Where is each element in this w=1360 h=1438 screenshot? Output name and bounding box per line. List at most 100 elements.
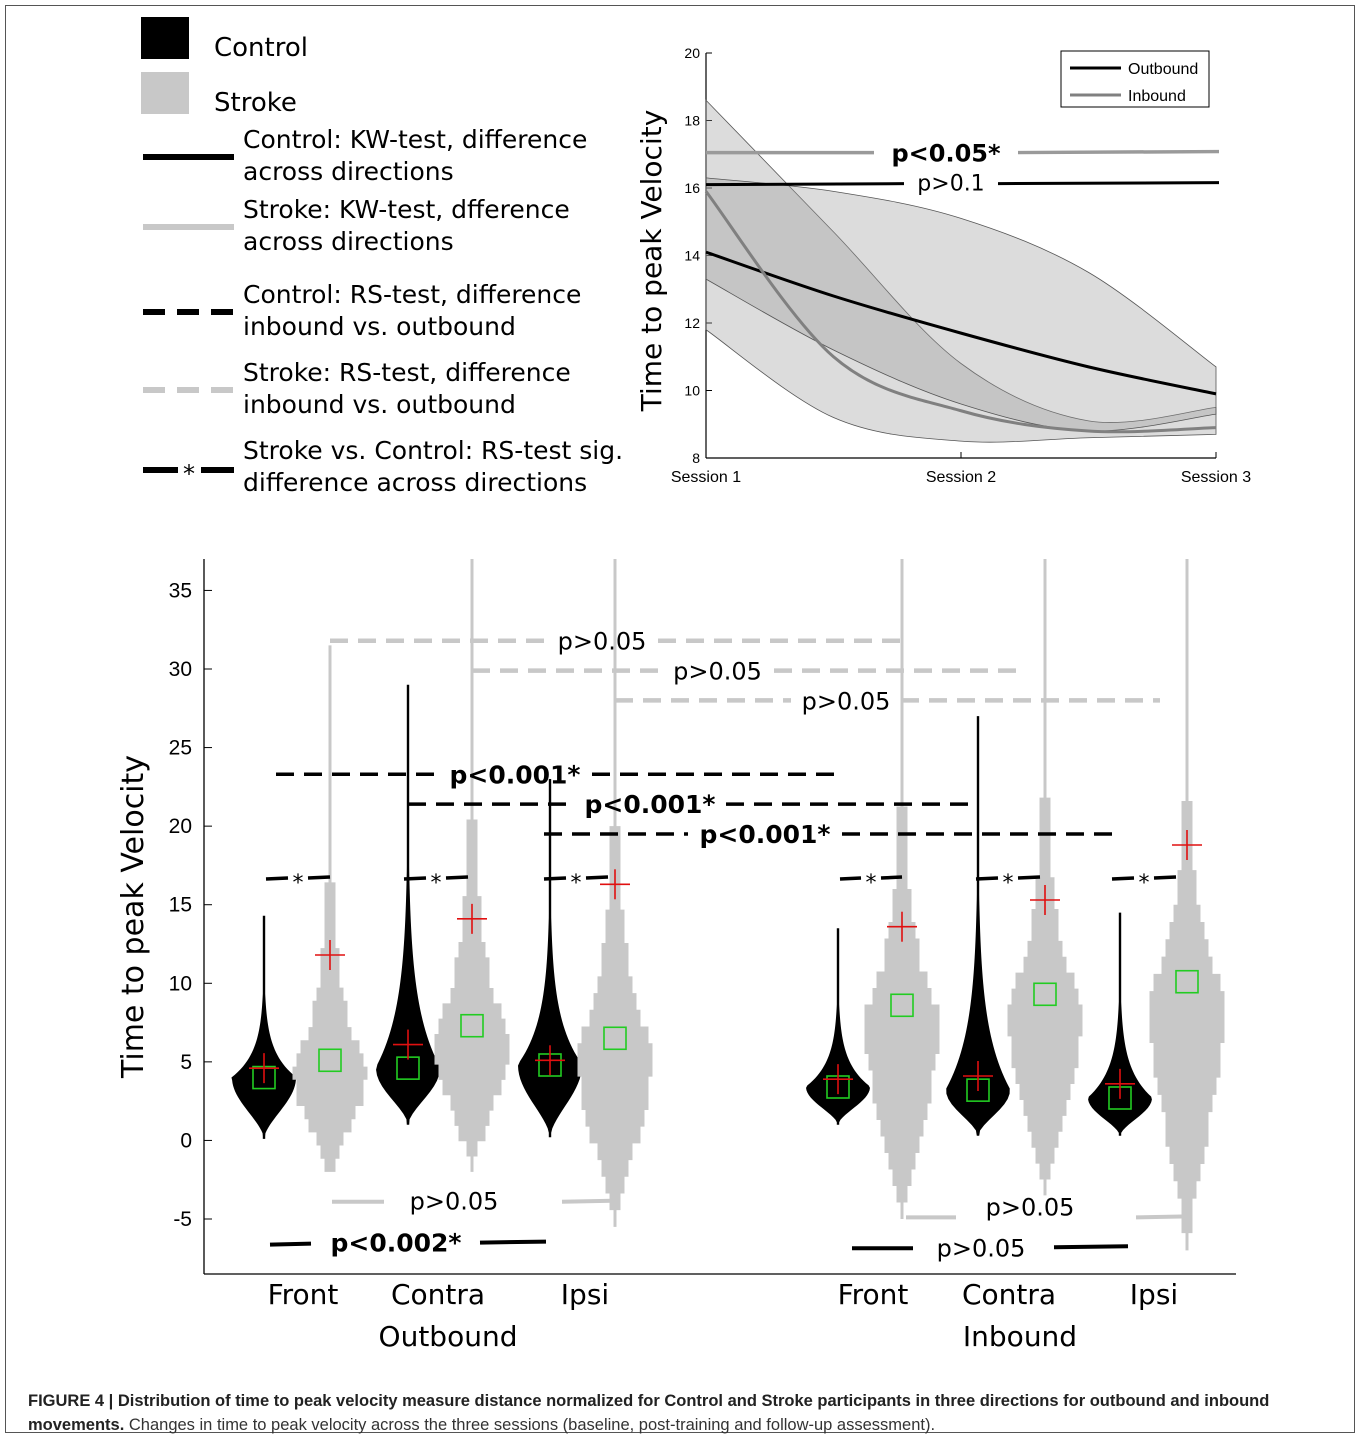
star-bracket-line xyxy=(445,875,469,880)
star-bracket-line xyxy=(403,876,427,881)
kw-stroke-label: p>0.05 xyxy=(986,1193,1075,1221)
violin-control-outbound-contra xyxy=(376,684,440,1125)
y-tick-label: 35 xyxy=(169,579,192,602)
line-outbound xyxy=(705,250,1217,396)
figure-caption: FIGURE 4 | Distribution of time to peak … xyxy=(28,1389,1348,1437)
legend-item-6-label-2: inbound vs. outbound xyxy=(243,390,516,419)
median-marker xyxy=(1033,982,1057,1007)
y-tick-label: 8 xyxy=(692,450,700,466)
y-tick-label: 0 xyxy=(180,1129,192,1152)
violin-stroke-outbound-front xyxy=(292,645,368,1172)
kw-control-label: p<0.002* xyxy=(331,1229,462,1258)
kw-control-line xyxy=(269,1241,312,1247)
y-axis-label: Time to peak Velocity xyxy=(116,755,151,1079)
line-legend-label: Outbound xyxy=(1128,61,1198,78)
legend-item-5-label-1: Control: RS-test, difference xyxy=(243,280,581,309)
y-tick-label: 20 xyxy=(169,815,192,838)
legend-item-7-star: * xyxy=(183,460,195,488)
legend: Control Stroke Control: KW-test, differenc… xyxy=(141,17,623,497)
kw-stroke-label: p>0.05 xyxy=(410,1188,499,1216)
rs-stroke-label: p>0.05 xyxy=(673,658,762,686)
legend-item-7-label-1: Stroke vs. Control: RS-test sig. xyxy=(243,436,623,465)
x-tick-label: Contra xyxy=(391,1278,485,1311)
legend-item-1-label: Control xyxy=(214,33,308,63)
y-tick-label: 18 xyxy=(684,113,700,129)
y-tick-label: 30 xyxy=(169,658,192,681)
star-bracket-line xyxy=(265,876,289,881)
kw-control-label: p>0.05 xyxy=(937,1234,1026,1262)
kw-control-label: p>0.1 xyxy=(917,172,984,197)
kw-control-line xyxy=(1053,1244,1129,1250)
legend-item-1-swatch xyxy=(141,17,189,59)
star-bracket-label: * xyxy=(866,871,877,896)
legend-item-7-label-2: difference across directions xyxy=(243,468,587,497)
kw-stroke-label: p<0.05* xyxy=(891,140,1001,168)
rs-control-label: p<0.001* xyxy=(450,760,581,789)
legend-item-3-label-2: across directions xyxy=(243,157,454,186)
x-tick-label: Ipsi xyxy=(561,1278,609,1311)
y-tick-label: 10 xyxy=(169,972,192,995)
median-marker xyxy=(460,1013,484,1038)
violin-control-inbound-contra xyxy=(946,716,1010,1136)
line-inbound xyxy=(704,190,1217,434)
kw-stroke-line xyxy=(1135,1214,1189,1220)
figure-canvas: Control Stroke Control: KW-test, differenc… xyxy=(116,17,1251,1353)
violin-control-inbound-ipsi xyxy=(1088,912,1152,1136)
star-bracket-line xyxy=(307,875,331,880)
y-tick-label: 15 xyxy=(169,894,192,917)
star-bracket-line xyxy=(585,875,609,880)
y-tick-label: 16 xyxy=(684,180,700,196)
x-tick-label: Contra xyxy=(962,1278,1056,1311)
star-bracket-line xyxy=(880,875,903,880)
kw-control-line-a xyxy=(705,182,905,187)
violin-control-inbound-front xyxy=(806,928,870,1125)
violin-stroke-inbound-ipsi xyxy=(1149,559,1225,1251)
figure-frame: Control Stroke Control: KW-test, differenc… xyxy=(5,5,1355,1434)
legend-item-6-label-1: Stroke: RS-test, difference xyxy=(243,358,571,387)
legend-item-5-label-2: inbound vs. outbound xyxy=(243,312,516,341)
violin-stroke-inbound-contra xyxy=(1007,559,1083,1196)
x-tick-label: Front xyxy=(268,1278,339,1311)
star-bracket-line xyxy=(839,876,862,881)
y-tick-label: 10 xyxy=(684,383,700,399)
legend-item-4-label-1: Stroke: KW-test, dfference xyxy=(243,195,570,224)
violin-control-outbound-front xyxy=(231,915,297,1139)
star-bracket-line xyxy=(975,876,999,881)
violin-stroke-inbound-front xyxy=(864,559,940,1219)
star-bracket-line xyxy=(543,876,567,881)
median-marker xyxy=(1175,969,1199,994)
median-marker xyxy=(603,1026,627,1051)
star-bracket-line xyxy=(1153,875,1177,880)
violin-control-outbound-ipsi xyxy=(518,779,582,1138)
kw-control-line-b xyxy=(997,181,1220,186)
caption-text: Changes in time to peak velocity across … xyxy=(124,1416,936,1434)
star-bracket-label: * xyxy=(293,871,304,896)
y-tick-label: 20 xyxy=(684,45,700,61)
star-bracket-label: * xyxy=(1003,871,1014,896)
kw-stroke-line-b xyxy=(1017,149,1220,155)
y-tick-label: 25 xyxy=(169,737,192,760)
band-outbound xyxy=(705,177,1217,432)
line-legend-label: Inbound xyxy=(1128,88,1186,105)
star-bracket-label: * xyxy=(571,871,582,896)
kw-stroke-line xyxy=(561,1198,613,1204)
median-marker xyxy=(890,993,914,1018)
y-axis-label: Time to peak Velocity xyxy=(635,110,668,413)
violin-stroke-outbound-contra xyxy=(434,559,510,1172)
x-tick-label: Session 2 xyxy=(926,469,996,486)
y-tick-label: 14 xyxy=(684,248,700,264)
star-bracket-line xyxy=(1017,875,1041,880)
x-tick-label: Ipsi xyxy=(1130,1278,1178,1311)
legend-item-3-label-1: Control: KW-test, difference xyxy=(243,125,587,154)
line-legend-box xyxy=(1060,50,1210,108)
x-tick-label: Session 3 xyxy=(1181,469,1251,486)
y-tick-label: 12 xyxy=(684,315,700,331)
rs-control-label: p<0.001* xyxy=(700,820,831,849)
y-tick-label: 5 xyxy=(180,1051,192,1074)
star-bracket-label: * xyxy=(431,871,442,896)
star-bracket-line xyxy=(1111,876,1135,881)
legend-item-2-swatch xyxy=(141,72,189,114)
violin-chart: -5 0 5 10 15 20 25 30 35 Time to peak Velocity Fro… xyxy=(116,559,1236,1353)
rs-stroke-label: p>0.05 xyxy=(558,628,647,656)
kw-control-line xyxy=(479,1239,547,1245)
